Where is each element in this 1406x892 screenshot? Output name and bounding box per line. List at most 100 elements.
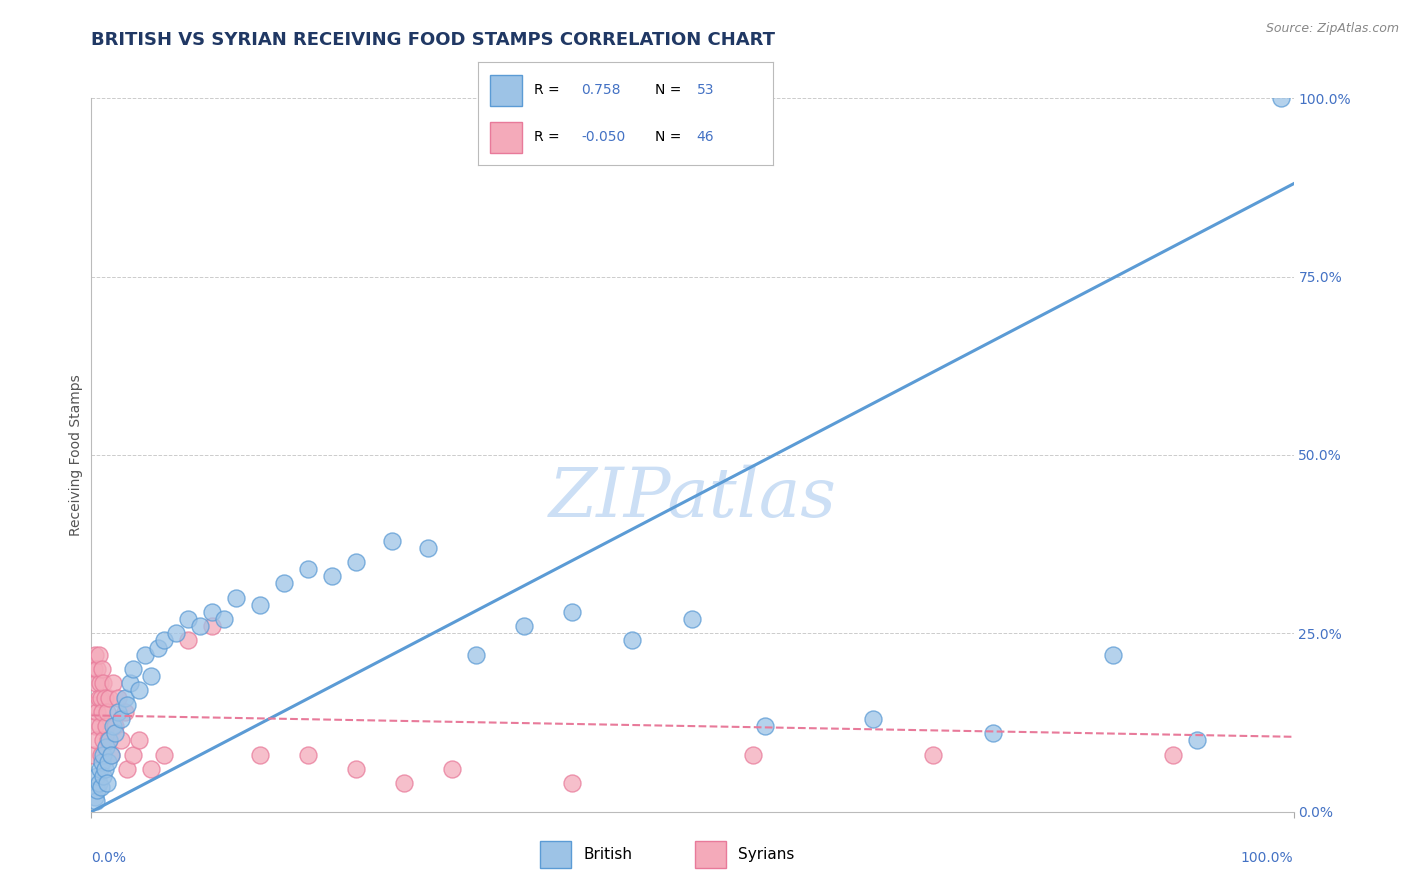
Point [1187, 733, 1209, 747]
Point [681, 612, 703, 626]
Point [176, 612, 198, 626]
Point [297, 747, 319, 762]
Point [146, 640, 169, 655]
Point [513, 619, 536, 633]
Point [84, 733, 107, 747]
Text: R =: R = [534, 83, 560, 97]
Text: 0.0%: 0.0% [91, 851, 127, 865]
Point [90, 690, 112, 705]
Point [86, 769, 108, 783]
Point [110, 712, 132, 726]
Point [90, 747, 112, 762]
Point [741, 747, 763, 762]
Point [83, 698, 105, 712]
Text: 0.758: 0.758 [582, 83, 621, 97]
Point [86, 662, 108, 676]
Point [273, 576, 295, 591]
Point [416, 541, 439, 555]
Point [321, 569, 343, 583]
Point [114, 690, 136, 705]
Point [922, 747, 945, 762]
FancyBboxPatch shape [489, 75, 523, 105]
Point [89, 762, 111, 776]
Point [862, 712, 884, 726]
Point [97, 733, 120, 747]
Point [1102, 648, 1125, 662]
Point [981, 726, 1004, 740]
Point [200, 605, 222, 619]
FancyBboxPatch shape [695, 841, 725, 868]
Text: -0.050: -0.050 [582, 130, 626, 145]
Point [93, 733, 115, 747]
Point [128, 683, 150, 698]
Text: R =: R = [534, 130, 560, 145]
Text: N =: N = [655, 83, 682, 97]
Point [89, 719, 111, 733]
Point [83, 662, 105, 676]
Point [117, 698, 139, 712]
Point [200, 619, 222, 633]
Point [117, 762, 139, 776]
Point [84, 648, 107, 662]
Point [141, 669, 163, 683]
Point [89, 676, 111, 690]
Point [107, 690, 129, 705]
Point [101, 676, 124, 690]
Point [344, 555, 367, 569]
Point [101, 719, 124, 733]
Point [176, 633, 198, 648]
Point [114, 705, 136, 719]
Point [96, 776, 118, 790]
Point [104, 719, 127, 733]
Point [561, 605, 583, 619]
Point [152, 633, 174, 648]
Point [754, 719, 776, 733]
Point [134, 648, 156, 662]
Point [465, 648, 488, 662]
Point [381, 533, 404, 548]
Point [84, 719, 107, 733]
Point [91, 662, 114, 676]
Point [98, 690, 121, 705]
Point [225, 591, 247, 605]
Text: Source: ZipAtlas.com: Source: ZipAtlas.com [1265, 22, 1399, 36]
Point [128, 733, 150, 747]
Point [188, 619, 211, 633]
Point [93, 762, 115, 776]
Point [84, 676, 107, 690]
Point [107, 705, 129, 719]
Point [94, 740, 117, 755]
Point [1161, 747, 1184, 762]
Text: N =: N = [655, 130, 682, 145]
Point [94, 719, 117, 733]
Point [84, 790, 107, 805]
Y-axis label: Receiving Food Stamps: Receiving Food Stamps [69, 374, 83, 536]
Point [100, 747, 122, 762]
Point [87, 776, 110, 790]
Point [165, 626, 187, 640]
Point [100, 747, 122, 762]
Point [141, 762, 163, 776]
Point [96, 705, 118, 719]
Point [152, 747, 174, 762]
Point [561, 776, 583, 790]
Point [87, 648, 110, 662]
Point [344, 762, 367, 776]
Point [104, 726, 127, 740]
Point [93, 690, 115, 705]
Point [93, 747, 115, 762]
Point [122, 662, 145, 676]
Point [621, 633, 644, 648]
Point [212, 612, 235, 626]
Text: 53: 53 [696, 83, 714, 97]
Text: 46: 46 [696, 130, 714, 145]
Point [84, 794, 107, 808]
Point [297, 562, 319, 576]
Point [90, 780, 112, 794]
Point [392, 776, 415, 790]
Point [86, 783, 108, 797]
Text: BRITISH VS SYRIAN RECEIVING FOOD STAMPS CORRELATION CHART: BRITISH VS SYRIAN RECEIVING FOOD STAMPS … [91, 31, 775, 49]
Text: ZIPatlas: ZIPatlas [548, 465, 837, 531]
Point [110, 733, 132, 747]
Point [249, 598, 271, 612]
